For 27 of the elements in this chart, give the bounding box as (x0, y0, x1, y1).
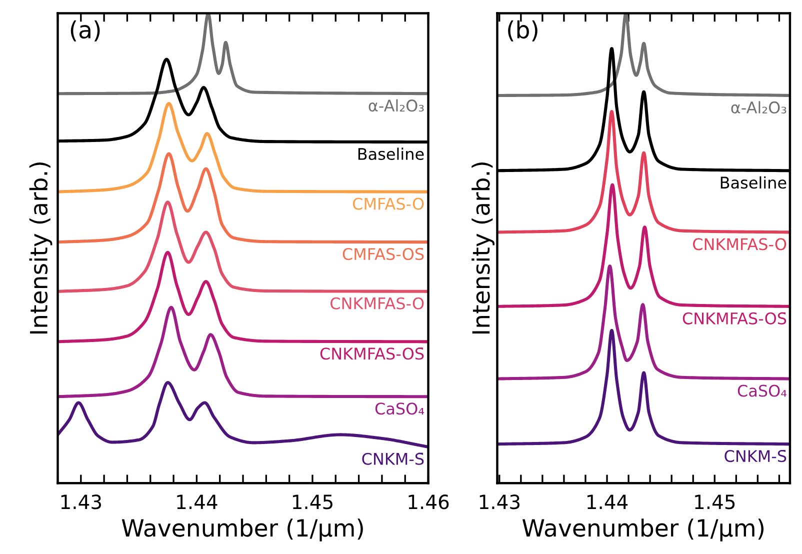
x-tick-label: 1.43 (61, 494, 101, 510)
series-label: Baseline (358, 148, 424, 160)
x-axis-title: Wavenumber (1/μm) (122, 518, 363, 542)
series-label: CMFAS-O (352, 198, 424, 210)
annotation: (a) (70, 20, 100, 42)
series-label: CMFAS-OS̄ (342, 248, 424, 260)
x-tick-label: 1.44 (177, 494, 218, 509)
series-label: α-Al₂O₃ (368, 99, 424, 112)
x-tick-label: 1.44 (588, 494, 628, 509)
series-label: Baseline (720, 176, 786, 189)
series-label: CNKM-S̄ (362, 452, 424, 465)
y-axis-title: Intensity (arb.) (29, 162, 52, 334)
series-label: CNKMFAS-O (693, 238, 786, 250)
x-tick-label: 1.43 (480, 494, 520, 510)
x-axis-title: Wavenumber (1/μm) (522, 518, 764, 542)
series-label: CNKMFAS-O (330, 297, 424, 310)
series-label: CaSO₄ (375, 402, 424, 415)
series-label: CaSO₄ (738, 384, 787, 397)
series-label: CNKM-S̄ (724, 450, 786, 462)
x-tick-label: 1.45 (695, 494, 735, 510)
x-tick-label: 1.45 (292, 494, 332, 510)
x-tick-label: 1.46 (408, 494, 449, 510)
y-axis-title: Intensity (arb.) (472, 162, 494, 334)
series-label: CNKMFAS-OS̄ (682, 312, 786, 324)
annotation: (b) (508, 20, 538, 42)
series-label: α-Al₂O₃ (731, 101, 786, 114)
series-label: CNKMFAS-OS̄ (320, 348, 424, 360)
